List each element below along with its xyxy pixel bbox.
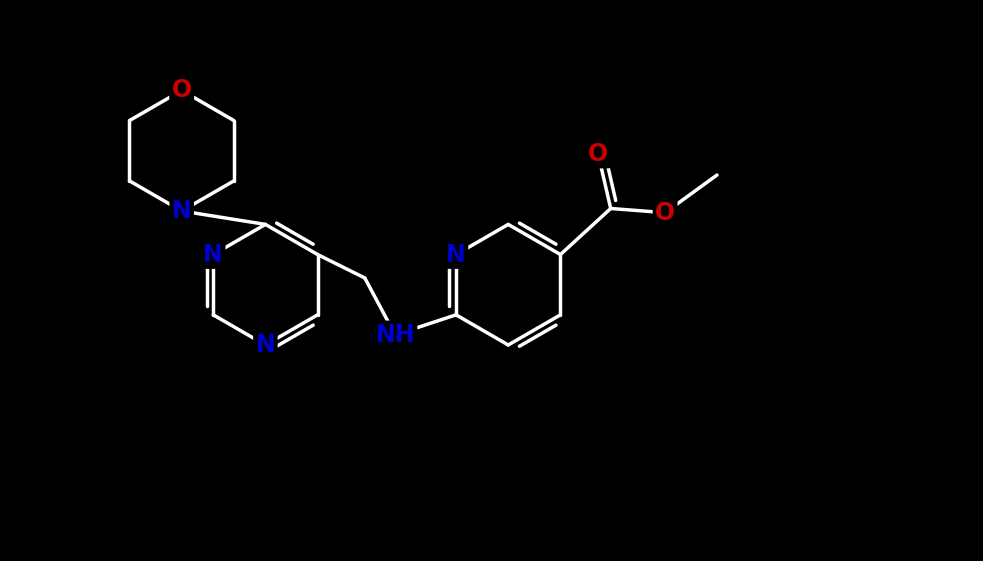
Text: N: N xyxy=(203,242,223,266)
Text: N: N xyxy=(256,333,275,357)
Text: N: N xyxy=(446,242,466,266)
Text: O: O xyxy=(172,79,192,103)
Text: O: O xyxy=(588,142,608,166)
Text: NH: NH xyxy=(376,323,415,347)
Text: O: O xyxy=(655,201,675,224)
Text: N: N xyxy=(172,199,192,223)
